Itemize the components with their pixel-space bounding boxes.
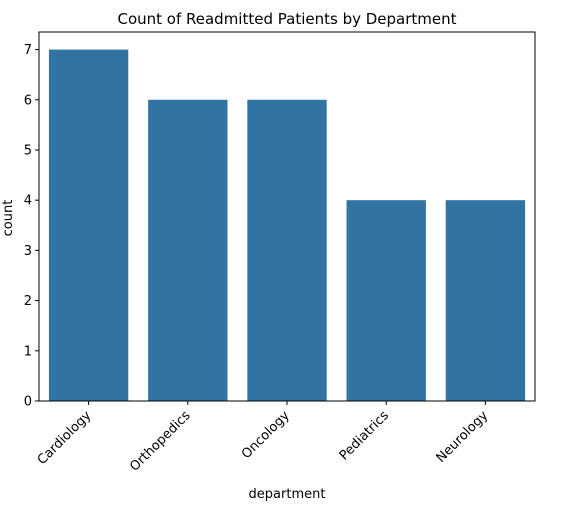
bar-oncology	[247, 99, 327, 401]
y-tick-label: 0	[24, 395, 32, 410]
x-tick-label-orthopedics: Orthopedics	[127, 408, 194, 475]
x-tick-label-pediatrics: Pediatrics	[337, 408, 392, 463]
y-tick-label: 6	[24, 93, 32, 108]
x-axis-label: department	[249, 487, 326, 502]
bars-layer	[48, 49, 526, 401]
y-tick-label: 2	[24, 294, 32, 309]
bar-neurology	[445, 200, 526, 401]
chart-title: Count of Readmitted Patients by Departme…	[117, 10, 456, 28]
bar-cardiology	[48, 49, 129, 401]
y-tick-label: 5	[24, 143, 32, 158]
x-tick-label-cardiology: Cardiology	[35, 408, 95, 468]
y-tick-label: 7	[24, 43, 32, 58]
y-tick-label: 4	[24, 194, 32, 209]
y-tick-label: 3	[24, 244, 32, 259]
bar-orthopedics	[148, 99, 228, 401]
y-tick-label: 1	[24, 344, 32, 359]
x-tick-label-oncology: Oncology	[239, 408, 293, 462]
bar-pediatrics	[346, 200, 426, 401]
y-axis-label: count	[1, 200, 16, 237]
x-tick-label-neurology: Neurology	[434, 408, 492, 466]
